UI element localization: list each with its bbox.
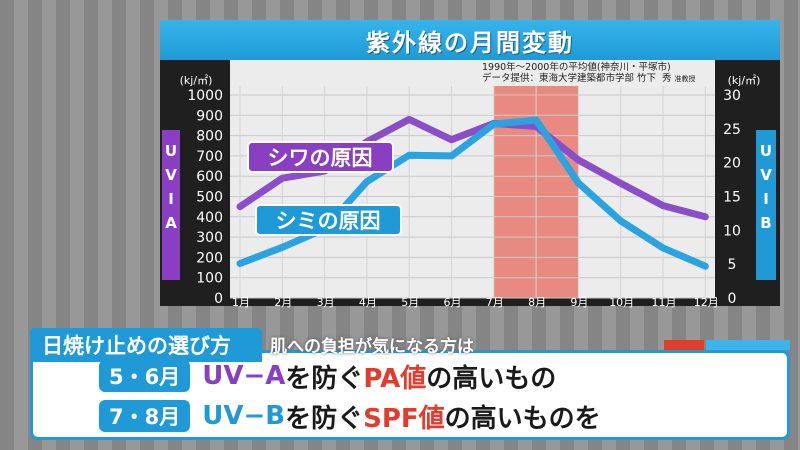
x-tick-label: 9月 [570, 296, 588, 309]
x-tick-label: 2月 [274, 296, 292, 309]
left-tick-label: 900 [196, 108, 223, 124]
x-tick-label: 10月 [609, 296, 634, 309]
protection-factor: SPF値 [363, 403, 445, 434]
left-tick-label: 300 [196, 230, 223, 246]
tip-verb: を防ぐ [285, 363, 364, 394]
source-note-credit: データ提供：東海大学建築都市学部 竹下 [482, 72, 656, 84]
months-badge: 7・8月 [99, 400, 191, 432]
data-point [449, 137, 454, 143]
right-tick-label: 25 [723, 122, 741, 138]
x-tick-label: 8月 [528, 296, 546, 309]
right-tick-label: 10 [723, 223, 741, 239]
right-tick-label: 20 [723, 156, 741, 172]
chart-title: 紫外線の月間変動 [160, 20, 780, 60]
uva-letter-1: U [165, 142, 177, 160]
left-tick-label: 0 [214, 291, 223, 307]
x-tick-label: 1月 [232, 296, 250, 309]
months-badge: 5・6月 [99, 360, 191, 392]
annotation-wrinkle: シワの原因 [247, 141, 394, 173]
data-point [618, 180, 624, 186]
data-point [575, 180, 581, 186]
x-tick-label: 11月 [652, 296, 677, 309]
data-point [618, 218, 624, 224]
data-point [702, 214, 708, 220]
uv-type: UV−A [202, 361, 286, 391]
data-point [279, 244, 285, 250]
uvb-letter-3: I [763, 190, 769, 208]
tips-subheading: 肌への負担が気になる方は [270, 337, 474, 357]
tip-tail: の高いもの [426, 363, 557, 394]
data-point [449, 153, 454, 159]
data-point [702, 263, 708, 269]
uv-type: UV−B [202, 401, 286, 431]
uvb-letter-2: V [760, 166, 772, 184]
x-tick-label: 4月 [359, 296, 377, 309]
source-note-line2: データ提供：東海大学建築都市学部 竹下秀准教授 [482, 72, 696, 84]
tip-verb: を防ぐ [285, 403, 364, 434]
right-tick-label: 0 [728, 291, 737, 307]
bottom-axis-strip [230, 298, 715, 306]
tips-heading: 日焼け止めの選び方 [30, 328, 262, 362]
tip-row-may-june: 5・6月 UV−A を防ぐ PA値 の高いもの [99, 357, 556, 395]
source-note-line1: 1990年～2000年の平均値(神奈川・平塚市) [482, 61, 671, 73]
data-point [406, 152, 412, 158]
accent-bar-red [664, 340, 704, 350]
accent-bar-blue [706, 340, 790, 350]
x-tick-label: 5月 [401, 296, 419, 309]
x-tick-label: 7月 [486, 296, 504, 309]
x-tick-label: 12月 [694, 296, 719, 309]
data-point [237, 204, 243, 210]
right-tick-label: 30 [723, 88, 741, 104]
annotation-spot: シミの原因 [255, 204, 402, 236]
sunscreen-tips-panel: 5・6月 UV−A を防ぐ PA値 の高いもの 7・8月 UV−B を防ぐ SP… [30, 322, 790, 440]
tips-box: 5・6月 UV−A を防ぐ PA値 の高いもの 7・8月 UV−B を防ぐ SP… [30, 350, 790, 440]
data-point [575, 157, 581, 163]
left-tick-label: 200 [196, 250, 223, 266]
left-tick-label: 400 [196, 210, 223, 226]
right-unit-label: (kj/㎡) [728, 74, 761, 87]
x-tick-label: 6月 [444, 296, 462, 309]
annotation-spot-text: シミの原因 [276, 209, 381, 233]
data-point [533, 117, 539, 123]
data-point [660, 245, 666, 251]
left-tick-label: 1000 [187, 88, 223, 104]
left-tick-label: 700 [196, 149, 223, 165]
tip-row-july-aug: 7・8月 UV−B を防ぐ SPF値 の高いものを [99, 397, 601, 435]
uva-letter-3: I [168, 190, 174, 208]
source-note-role: 准教授 [675, 74, 696, 83]
right-tick-label: 5 [728, 257, 737, 273]
left-tick-label: 100 [196, 271, 223, 287]
right-tick-label: 15 [723, 190, 741, 206]
uvb-letter-4: B [760, 214, 771, 232]
uva-letter-2: V [165, 166, 177, 184]
left-tick-label: 500 [196, 190, 223, 206]
left-tick-label: 600 [196, 169, 223, 185]
data-point [237, 260, 243, 266]
source-note-name: 秀 [662, 72, 672, 84]
annotation-wrinkle-text: シワの原因 [268, 146, 373, 170]
data-point [279, 175, 285, 181]
data-point [406, 116, 412, 122]
data-point [491, 121, 497, 127]
x-tick-label: 3月 [317, 296, 335, 309]
protection-factor: PA値 [363, 363, 427, 394]
left-unit-label: (kj/㎡) [180, 74, 213, 87]
uvb-letter-1: U [760, 142, 772, 160]
tip-tail: の高いものを [444, 403, 601, 434]
uv-monthly-chart: 0 100 200 300 400 500 600 700 800 900 1000 0 5 10 15 2… [160, 60, 780, 309]
left-tick-label: 800 [196, 129, 223, 145]
uva-letter-4: A [165, 214, 177, 232]
data-point [364, 179, 370, 185]
note-strip [230, 60, 715, 86]
data-point [660, 203, 666, 209]
